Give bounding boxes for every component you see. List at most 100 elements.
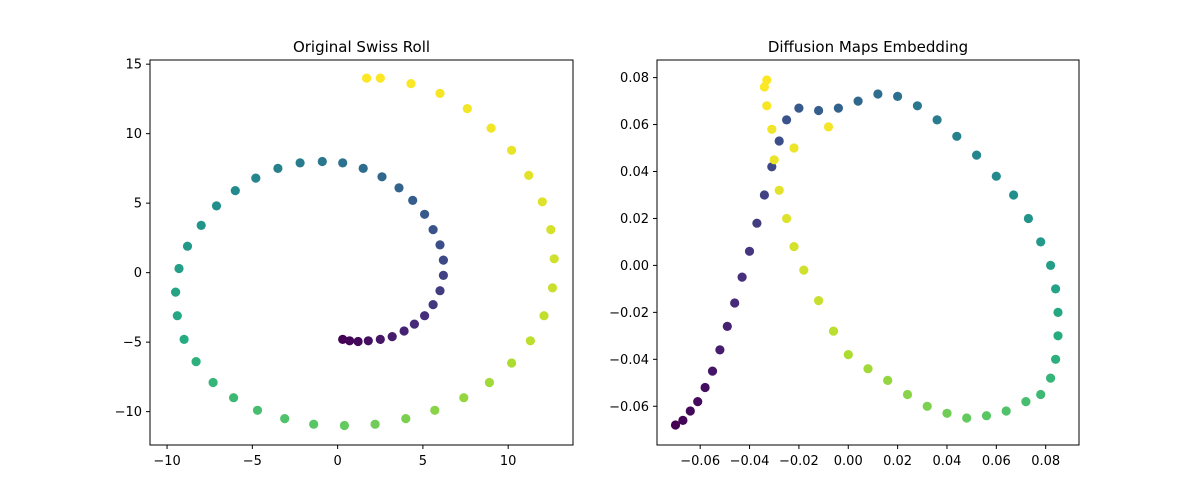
diffusion-embedding-axes: −0.06 −0.04 −0.02 0.00 0.02 0.04 0.06 0.08 −0.06… <box>609 59 1080 469</box>
point-1-58 <box>823 122 834 132</box>
diffusion-embedding-points <box>670 75 1063 430</box>
y-tick-label-1-0: −0.06 <box>609 400 649 415</box>
point-0-6 <box>399 326 409 336</box>
point-0-14 <box>428 225 438 235</box>
point-1-54 <box>767 124 777 134</box>
point-0-11 <box>438 270 448 280</box>
point-1-20 <box>873 89 883 99</box>
point-1-25 <box>972 150 982 160</box>
point-0-58 <box>375 73 385 83</box>
point-1-46 <box>843 350 853 360</box>
point-0-29 <box>174 263 184 274</box>
point-1-27 <box>1009 190 1019 200</box>
point-0-24 <box>251 173 261 183</box>
point-0-16 <box>408 195 418 205</box>
point-1-48 <box>814 296 824 306</box>
point-0-17 <box>394 183 404 193</box>
point-0-28 <box>182 241 193 251</box>
point-1-59 <box>789 143 799 153</box>
swiss-roll-points <box>171 73 559 431</box>
point-0-54 <box>486 123 496 133</box>
point-0-18 <box>377 172 387 182</box>
point-0-0 <box>338 334 348 344</box>
point-1-43 <box>902 389 913 400</box>
point-0-40 <box>370 419 380 429</box>
point-0-47 <box>539 311 549 321</box>
swiss-roll-axes: −10 −5 0 5 10 −10 −5 0 5 10 15 <box>115 58 574 469</box>
x-tick-label-1-1: −0.04 <box>730 454 770 469</box>
x-tick-label-1-3: 0.00 <box>834 454 863 469</box>
point-0-37 <box>280 414 290 424</box>
point-1-4 <box>700 382 710 393</box>
point-1-9 <box>737 272 747 282</box>
point-0-38 <box>309 419 319 429</box>
point-1-6 <box>715 345 725 355</box>
point-0-30 <box>171 287 181 297</box>
point-0-7 <box>409 319 419 329</box>
point-1-8 <box>730 298 740 308</box>
point-1-31 <box>1051 284 1061 294</box>
point-1-24 <box>952 131 962 141</box>
point-0-9 <box>428 300 438 310</box>
point-1-56 <box>759 82 770 92</box>
point-0-46 <box>525 336 536 346</box>
point-1-38 <box>1001 406 1011 416</box>
point-0-12 <box>438 255 448 265</box>
diffusion-embedding-plot: Diffusion Maps Embedding −0.06 −0.04 −0.02… <box>609 38 1080 469</box>
point-1-29 <box>1036 237 1046 247</box>
point-1-15 <box>782 115 792 125</box>
x-tick-label-0-1: −5 <box>243 454 262 469</box>
x-tick-label-1-7: 0.08 <box>1031 454 1060 469</box>
point-1-37 <box>1021 397 1031 407</box>
point-1-28 <box>1023 213 1033 224</box>
point-0-2 <box>353 336 363 347</box>
y-tick-label-0-5: 15 <box>125 58 142 73</box>
x-tick-label-0-0: −10 <box>153 454 180 469</box>
point-0-48 <box>547 283 558 293</box>
y-tick-label-1-2: −0.02 <box>609 306 649 321</box>
x-tick-label-0-4: 10 <box>500 454 517 469</box>
diffusion-embedding-title: Diffusion Maps Embedding <box>768 38 968 56</box>
point-0-21 <box>317 156 327 167</box>
point-0-56 <box>435 88 445 98</box>
point-0-27 <box>196 220 206 230</box>
point-1-47 <box>828 326 839 336</box>
point-1-0 <box>670 420 681 430</box>
point-0-5 <box>387 332 397 342</box>
point-0-53 <box>507 145 517 155</box>
swiss-roll-title: Original Swiss Roll <box>293 38 430 56</box>
point-1-23 <box>932 115 942 125</box>
y-tick-label-0-1: −5 <box>123 336 142 351</box>
point-1-19 <box>853 96 863 106</box>
x-tick-label-1-0: −0.06 <box>680 454 720 469</box>
point-1-52 <box>774 185 784 195</box>
point-1-45 <box>863 364 873 374</box>
y-tick-label-1-7: 0.08 <box>620 71 649 86</box>
point-1-10 <box>744 246 755 256</box>
x-tick-label-1-6: 0.06 <box>982 454 1011 469</box>
axes-frame-0 <box>149 59 574 446</box>
point-0-52 <box>524 170 534 180</box>
y-tick-label-0-3: 5 <box>134 197 142 212</box>
y-tick-label-0-2: 0 <box>134 266 142 281</box>
point-0-22 <box>295 158 305 168</box>
point-1-1 <box>678 415 688 425</box>
point-0-10 <box>435 286 445 296</box>
x-tick-label-1-4: 0.02 <box>883 454 912 469</box>
y-tick-label-0-4: 10 <box>125 127 142 142</box>
point-0-55 <box>462 104 472 114</box>
point-0-43 <box>459 393 469 403</box>
point-0-31 <box>172 311 182 321</box>
point-0-4 <box>375 334 385 344</box>
point-0-23 <box>273 163 283 173</box>
point-0-36 <box>252 405 263 415</box>
point-1-18 <box>833 103 844 113</box>
y-tick-label-1-3: 0.00 <box>620 259 649 274</box>
point-1-7 <box>722 321 732 331</box>
point-1-26 <box>991 171 1001 181</box>
point-0-39 <box>339 420 349 431</box>
point-0-1 <box>345 336 355 346</box>
point-0-34 <box>208 377 218 388</box>
point-0-15 <box>420 209 430 219</box>
